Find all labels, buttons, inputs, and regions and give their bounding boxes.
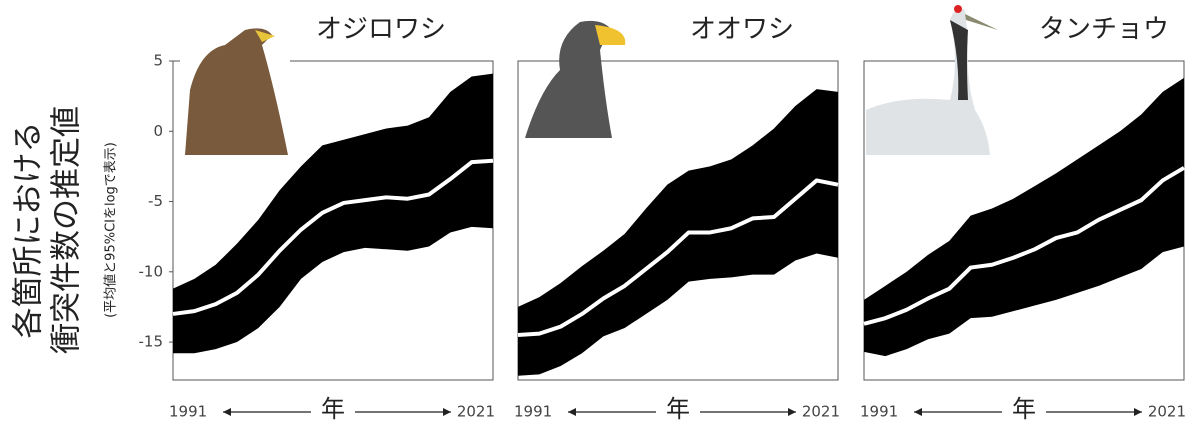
arrow-head (788, 408, 796, 416)
x-axis-label: 年 (666, 395, 690, 423)
x-axis-label: 年 (321, 395, 345, 423)
arrow-head (568, 408, 576, 416)
arrow-head (223, 408, 231, 416)
y-tick-label: 5 (153, 52, 163, 70)
y-tick-label: -15 (139, 333, 164, 351)
y-tick-label: -10 (139, 262, 164, 280)
panel-title: タンチョウ (1039, 15, 1169, 45)
x-tick-label: 2021 (802, 403, 840, 421)
panel: 1991 2021 年 タンチョウ (860, 5, 1186, 423)
x-tick-label: 2021 (457, 403, 495, 421)
x-tick-label: 1991 (514, 403, 552, 421)
panel: 1991 2021 年 オオワシ (514, 15, 840, 424)
mean-line (517, 178, 839, 338)
y-tick-label: -5 (148, 192, 163, 210)
bird-body (185, 28, 288, 155)
arrow-head (914, 408, 922, 416)
bird-neck (950, 20, 968, 100)
panel-title: オジロワシ (316, 15, 446, 45)
ci-band (173, 73, 493, 354)
bird-beak (965, 14, 998, 30)
ci-band (864, 77, 1184, 357)
y-axis-label: 衝突件数の推定値 (49, 106, 85, 354)
x-tick-label: 2021 (1148, 403, 1186, 421)
arrow-head (443, 408, 451, 416)
mean-line (863, 166, 1186, 326)
bird-crown (954, 5, 962, 13)
y-axis-note: (平均値と95%CIをlogで表示) (103, 142, 119, 318)
x-tick-label: 1991 (169, 403, 207, 421)
y-axis-label: 各箇所における (11, 122, 47, 339)
mean-line (172, 158, 494, 316)
panel-title: オオワシ (690, 15, 794, 45)
x-tick-label: 1991 (860, 403, 898, 421)
arrow-head (1134, 408, 1142, 416)
x-axis-label: 年 (1012, 395, 1036, 423)
y-tick-label: 0 (153, 122, 163, 140)
bird-beak (595, 25, 626, 45)
bird-body (525, 20, 612, 138)
bird-beak (255, 30, 275, 42)
